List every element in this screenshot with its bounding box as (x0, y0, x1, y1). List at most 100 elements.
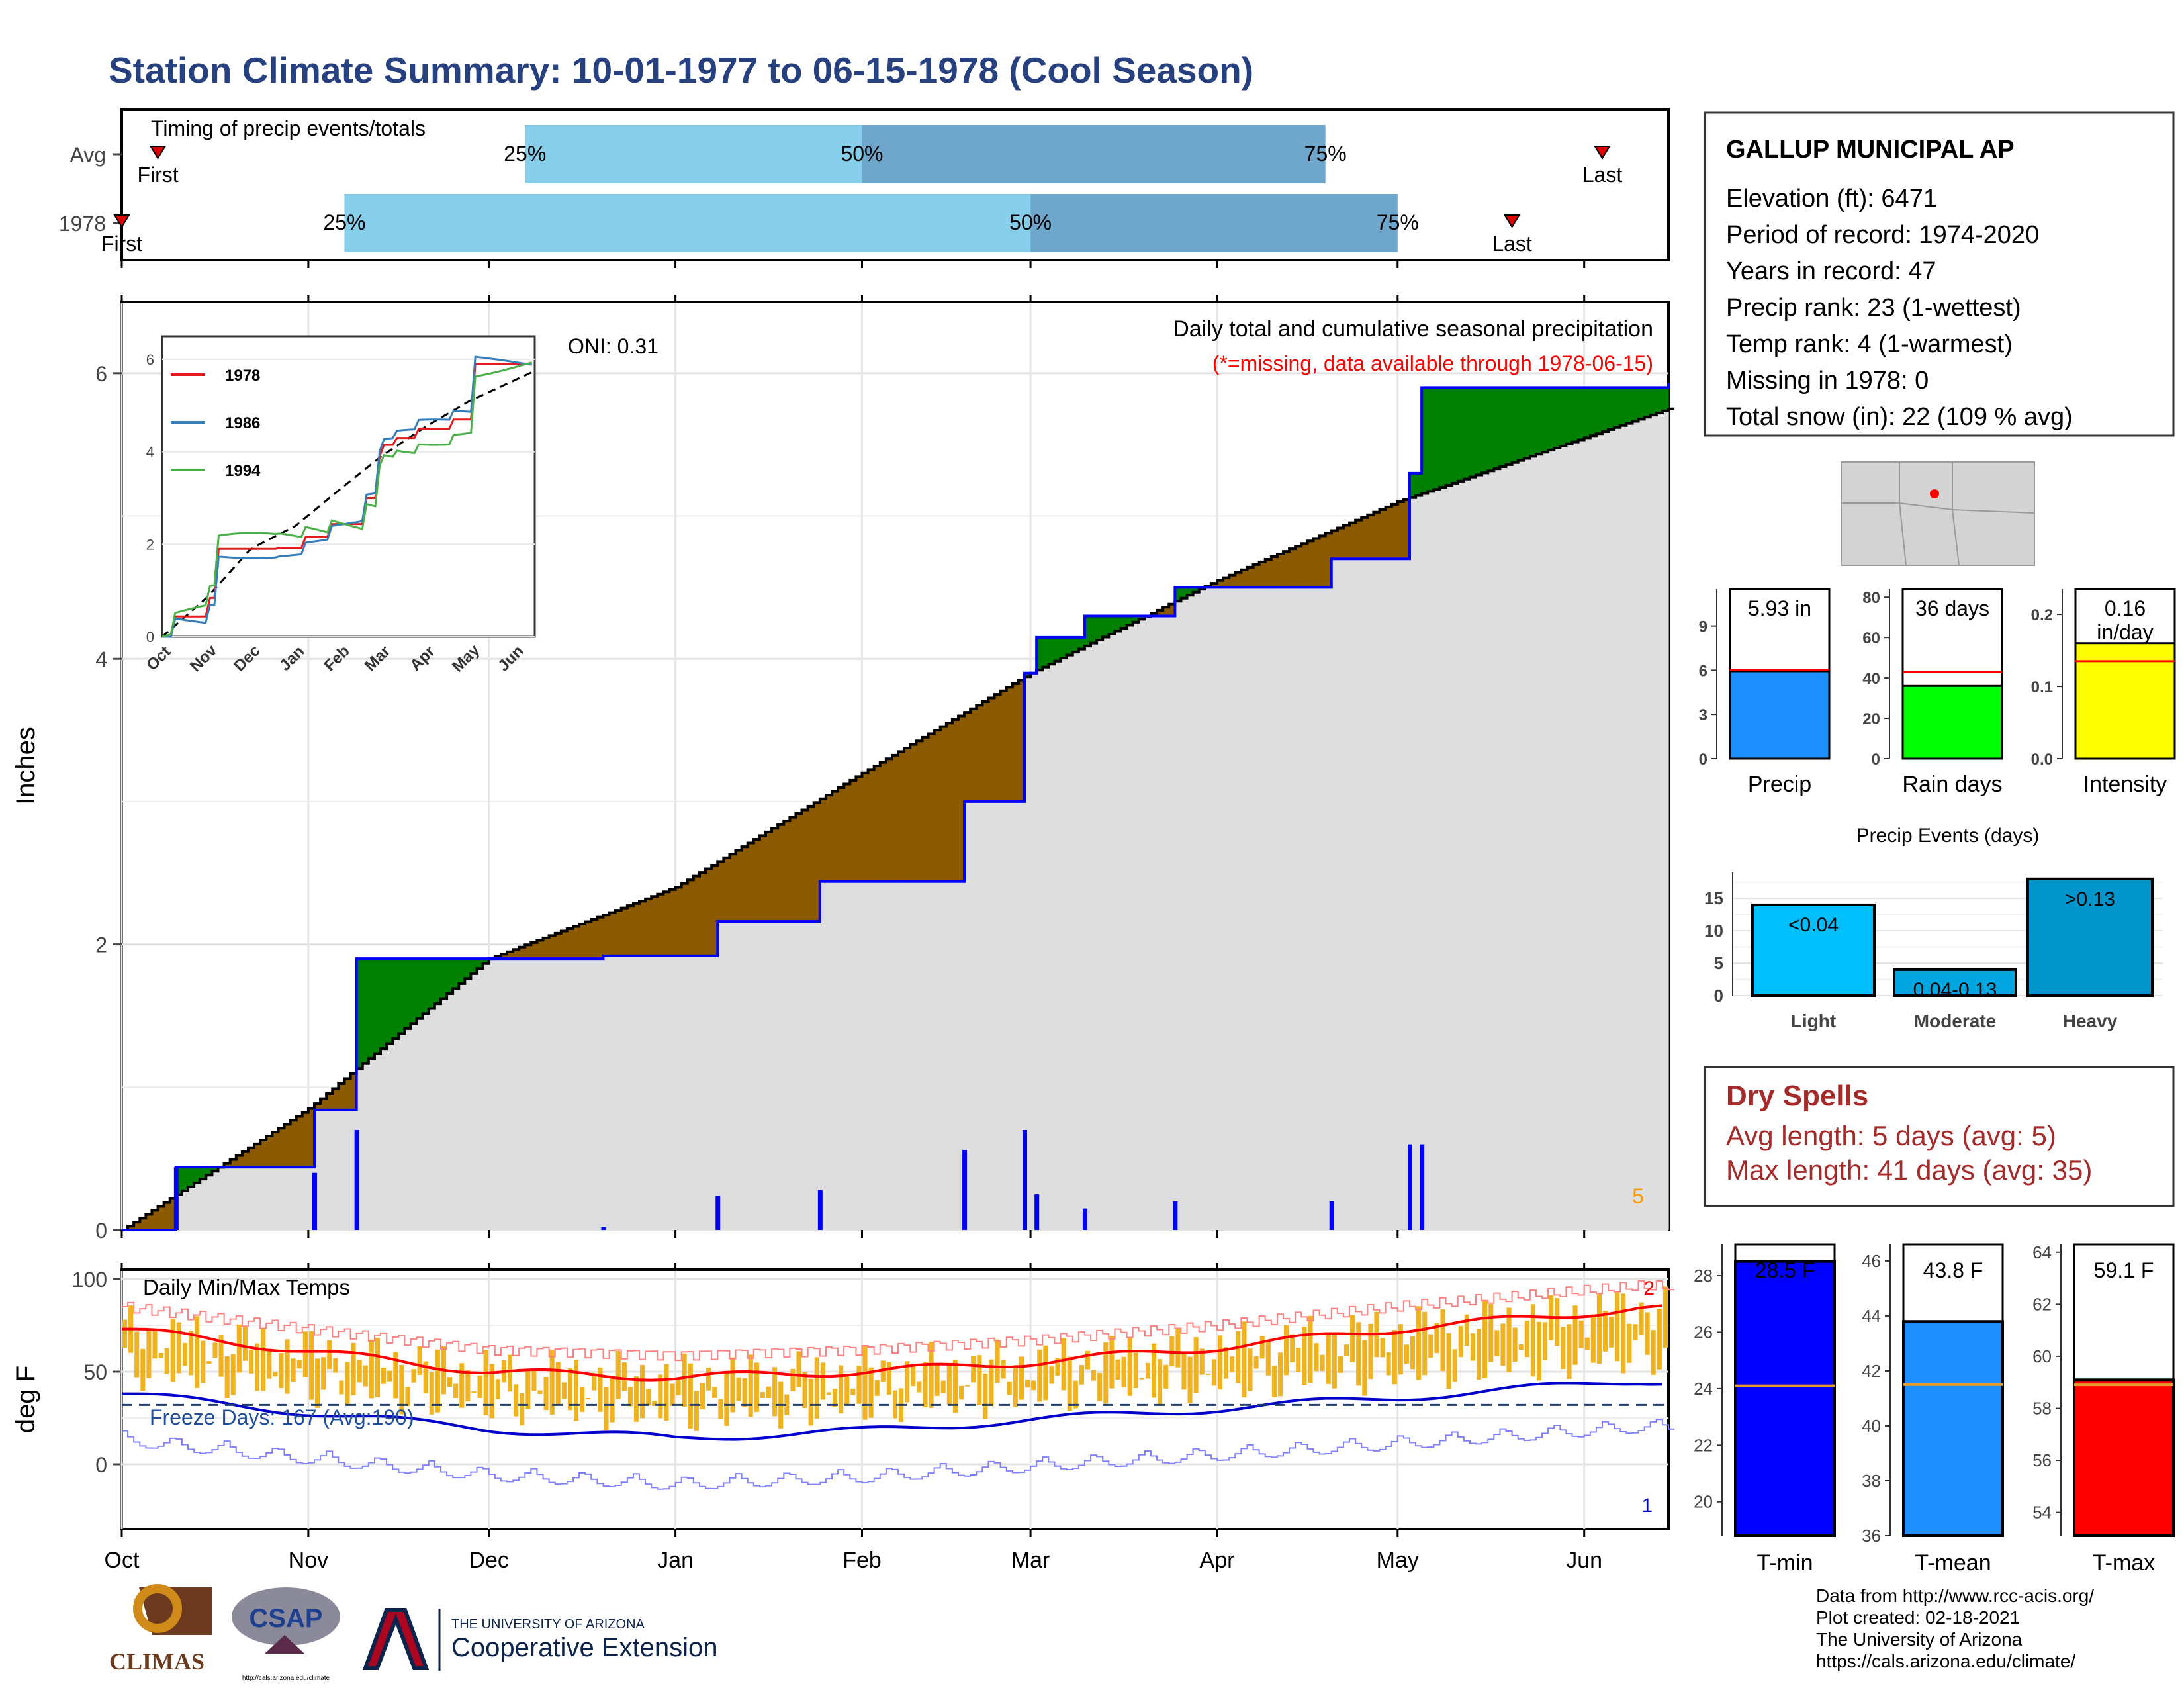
daily-temp-bar (357, 1360, 362, 1383)
month-label: Jun (1566, 1548, 1602, 1573)
precip-surplus-area (1433, 387, 1441, 490)
precip-cumulative-area (513, 959, 520, 1230)
precip-cumulative-area (1422, 493, 1428, 1230)
precip-deficit-area (1150, 613, 1158, 616)
precip-surplus-area (1422, 387, 1428, 494)
precip-deficit-area (693, 876, 700, 956)
daily-temp-bar (1602, 1311, 1608, 1352)
precip-deficit-area (699, 872, 706, 956)
precip-deficit-area (681, 883, 688, 956)
daily-temp-bar (1440, 1309, 1445, 1372)
precip-deficit-area (856, 776, 863, 882)
precip-cumulative-area (1614, 427, 1621, 1230)
precip-cumulative-area (1578, 440, 1585, 1230)
precip-deficit-area (513, 949, 520, 959)
precip-surplus-area (1024, 673, 1031, 677)
precip-deficit-area (687, 880, 694, 956)
precip-cumulative-area (1488, 471, 1494, 1231)
daily-temp-bar (1464, 1314, 1469, 1346)
summary-ytick-label: 3 (1699, 706, 1707, 724)
precip-cumulative-area (1150, 616, 1158, 1230)
precip-cumulative-area (440, 998, 447, 1230)
precip-deficit-area (573, 926, 580, 959)
temp-bar-ytick-label: 60 (2032, 1346, 2052, 1366)
precip-cumulative-area (753, 921, 760, 1230)
daily-temp-bar (447, 1377, 453, 1387)
precip-cumulative-area (844, 881, 850, 1230)
precip-surplus-area (381, 959, 387, 1049)
temp-bar-label: T-max (2093, 1550, 2155, 1575)
precip-surplus-area (1103, 616, 1109, 637)
precip-surplus-area (1193, 587, 1200, 592)
station-info-line: Elevation (ft): 6471 (1726, 185, 1937, 212)
precip-cumulative-area (1620, 425, 1627, 1231)
precip-cumulative-area (886, 881, 893, 1230)
precip-cumulative-area (717, 921, 724, 1230)
precip-cumulative-area (1144, 616, 1152, 1230)
daily-temp-bar (134, 1331, 140, 1378)
daily-temp-bar (1158, 1359, 1163, 1406)
precip-deficit-area (765, 831, 772, 922)
daily-temp-bar (1001, 1360, 1006, 1379)
daily-temp-bar (351, 1342, 356, 1395)
precip-deficit-area (627, 906, 634, 956)
precip-surplus-area (410, 959, 418, 1024)
precip-deficit-area (651, 896, 658, 956)
precip-surplus-area (1115, 616, 1122, 632)
timing-q25-label: 25% (504, 142, 546, 165)
month-label: May (1377, 1548, 1419, 1573)
precip-cumulative-area (1012, 801, 1019, 1230)
precip-cumulative-area (1048, 664, 1056, 1230)
daily-temp-bar (543, 1376, 549, 1411)
precip-surplus-area (1091, 616, 1097, 643)
precip-deficit-area (561, 931, 568, 959)
precip-surplus-area (1120, 616, 1128, 628)
daily-temp-bar (393, 1352, 398, 1399)
avg-max-line (121, 1304, 1663, 1382)
events-bar-label: >0.13 (2065, 888, 2115, 910)
precip-cumulative-area (639, 955, 646, 1230)
precip-deficit-area (1163, 607, 1169, 616)
precip-cumulative-area (326, 1109, 333, 1230)
precip-deficit-area (272, 1132, 279, 1168)
daily-temp-bar (1031, 1380, 1036, 1391)
daily-temp-bar (1518, 1344, 1524, 1350)
precip-deficit-area (705, 868, 712, 956)
summary-value-label: 36 days (1915, 596, 1989, 620)
precip-deficit-area (344, 1078, 351, 1110)
daily-temp-bar (201, 1340, 206, 1383)
precip-cumulative-area (609, 955, 616, 1230)
daily-temp-bar (1621, 1293, 1626, 1374)
precip-cumulative-area (506, 959, 514, 1230)
daily-temp-bar (321, 1357, 326, 1390)
precip-cumulative-area (218, 1167, 225, 1230)
daily-temp-bar (314, 1358, 320, 1408)
daily-temp-bar (1567, 1324, 1572, 1379)
precip-surplus-area (1138, 616, 1146, 620)
precip-cumulative-area (1115, 631, 1122, 1230)
precip-deficit-area (1331, 530, 1338, 559)
daily-temp-bar (682, 1353, 687, 1407)
daily-temp-bar (176, 1322, 181, 1374)
precip-cumulative-area (1042, 667, 1049, 1230)
precip-surplus-area (1584, 387, 1591, 438)
daily-temp-bar (302, 1331, 308, 1378)
events-category-label: Moderate (1914, 1011, 1996, 1031)
precip-cumulative-area (368, 1058, 375, 1230)
daily-temp-bar (1242, 1321, 1247, 1398)
precip-surplus-area (356, 959, 363, 1069)
daily-temp-bar (1236, 1331, 1241, 1383)
daily-temp-bar (1410, 1336, 1416, 1370)
daily-temp-bar (1326, 1333, 1331, 1384)
daily-temp-bar (164, 1348, 169, 1374)
daily-temp-bar (1302, 1326, 1307, 1385)
precip-cumulative-area (1060, 658, 1068, 1230)
daily-temp-bar (459, 1363, 465, 1408)
temp-bar-ytick-label: 28 (1694, 1266, 1713, 1286)
precip-cumulative-area (549, 959, 556, 1230)
precip-deficit-area (952, 719, 959, 882)
daily-temp-bar (399, 1364, 404, 1415)
precip-surplus-area (1578, 387, 1585, 440)
daily-temp-bar (1067, 1356, 1072, 1411)
events-category-label: Light (1791, 1011, 1836, 1031)
